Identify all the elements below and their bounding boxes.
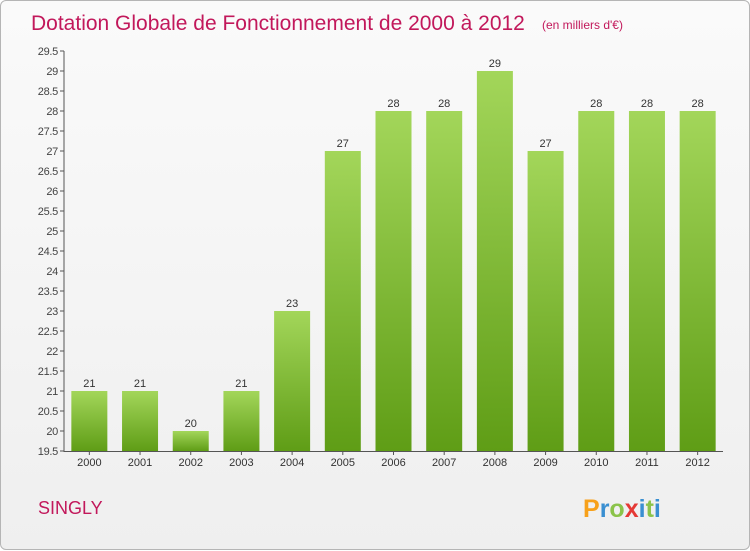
value-label-2001: 21 xyxy=(134,378,146,390)
y-tick-label: 22.5 xyxy=(38,326,58,338)
value-label-2005: 27 xyxy=(337,138,349,150)
commune-name: SINGLY xyxy=(38,498,103,518)
y-tick-label: 26.5 xyxy=(38,166,58,178)
x-tick-label-2005: 2005 xyxy=(331,457,355,469)
y-tick-label: 27.5 xyxy=(38,126,58,138)
y-tick-label: 26 xyxy=(46,186,58,198)
y-tick-label: 21 xyxy=(46,386,58,398)
chart-unit: (en milliers d'€) xyxy=(542,18,623,32)
y-tick-label: 20 xyxy=(46,426,58,438)
bars: 21 21 20 21 23 27 28 28 29 27 28 28 28 xyxy=(71,58,716,451)
bar-2011 xyxy=(628,111,665,451)
bar-2000 xyxy=(71,391,108,451)
x-tick-label-2002: 2002 xyxy=(178,457,202,469)
value-label-2006: 28 xyxy=(387,98,399,110)
bar-2002 xyxy=(172,431,209,451)
bar-2006 xyxy=(375,111,412,451)
value-label-2003: 21 xyxy=(235,378,247,390)
bar-2007 xyxy=(426,111,463,451)
logo-letter: o xyxy=(609,495,624,523)
x-tick-label-2004: 2004 xyxy=(280,457,304,469)
y-tick-label: 21.5 xyxy=(38,366,58,378)
proxiti-logo: Proxiti xyxy=(583,495,661,523)
y-tick-label: 28 xyxy=(46,106,58,118)
logo-letter: t xyxy=(646,495,655,523)
y-tick-label: 29 xyxy=(46,66,58,78)
logo-letter: x xyxy=(625,495,639,523)
y-tick-label: 23.5 xyxy=(38,286,58,298)
x-tick-label-2012: 2012 xyxy=(685,457,709,469)
value-label-2010: 28 xyxy=(590,98,602,110)
bar-2008 xyxy=(476,71,513,451)
logo-letter: i xyxy=(654,495,661,523)
value-label-2004: 23 xyxy=(286,298,298,310)
y-tick-label: 24 xyxy=(46,266,58,278)
bar-2004 xyxy=(274,311,311,451)
x-tick-label-2008: 2008 xyxy=(483,457,507,469)
bar-2010 xyxy=(578,111,615,451)
y-tick-label: 27 xyxy=(46,146,58,158)
y-tick-label: 28.5 xyxy=(38,86,58,98)
logo-letter: r xyxy=(600,495,610,523)
value-label-2012: 28 xyxy=(692,98,704,110)
value-label-2008: 29 xyxy=(489,58,501,70)
bar-2003 xyxy=(223,391,260,451)
bar-2012 xyxy=(679,111,716,451)
y-tick-label: 29.5 xyxy=(38,46,58,58)
x-tick-label-2009: 2009 xyxy=(533,457,557,469)
y-tick-label: 19.5 xyxy=(38,446,58,458)
value-label-2007: 28 xyxy=(438,98,450,110)
value-label-2009: 27 xyxy=(539,138,551,150)
y-tick-label: 25 xyxy=(46,226,58,238)
y-axis-ticks: 19.5 20 20.5 21 21.5 22 22.5 23 23.5 24 24.5 25 25.5… xyxy=(38,46,64,458)
x-tick-label-2010: 2010 xyxy=(584,457,608,469)
y-tick-label: 25.5 xyxy=(38,206,58,218)
value-label-2002: 20 xyxy=(185,418,197,430)
value-label-2000: 21 xyxy=(83,378,95,390)
x-tick-label-2001: 2001 xyxy=(128,457,152,469)
logo-letter: P xyxy=(583,495,600,523)
value-label-2011: 28 xyxy=(641,98,653,110)
bar-2001 xyxy=(122,391,159,451)
y-tick-label: 22 xyxy=(46,346,58,358)
x-tick-label-2000: 2000 xyxy=(77,457,101,469)
logo-letter: i xyxy=(639,495,646,523)
bar-2009 xyxy=(527,151,564,451)
x-tick-label-2006: 2006 xyxy=(381,457,405,469)
y-tick-label: 20.5 xyxy=(38,406,58,418)
bar-2005 xyxy=(324,151,361,451)
x-tick-label-2007: 2007 xyxy=(432,457,456,469)
y-tick-label: 23 xyxy=(46,306,58,318)
x-tick-label-2011: 2011 xyxy=(635,457,659,469)
y-tick-label: 24.5 xyxy=(38,246,58,258)
x-axis-ticks: 2000 2001 2002 2003 2004 2005 2006 2007 2008 2009… xyxy=(77,451,710,469)
x-tick-label-2003: 2003 xyxy=(229,457,253,469)
chart-title: Dotation Globale de Fonctionnement de 20… xyxy=(31,12,525,35)
